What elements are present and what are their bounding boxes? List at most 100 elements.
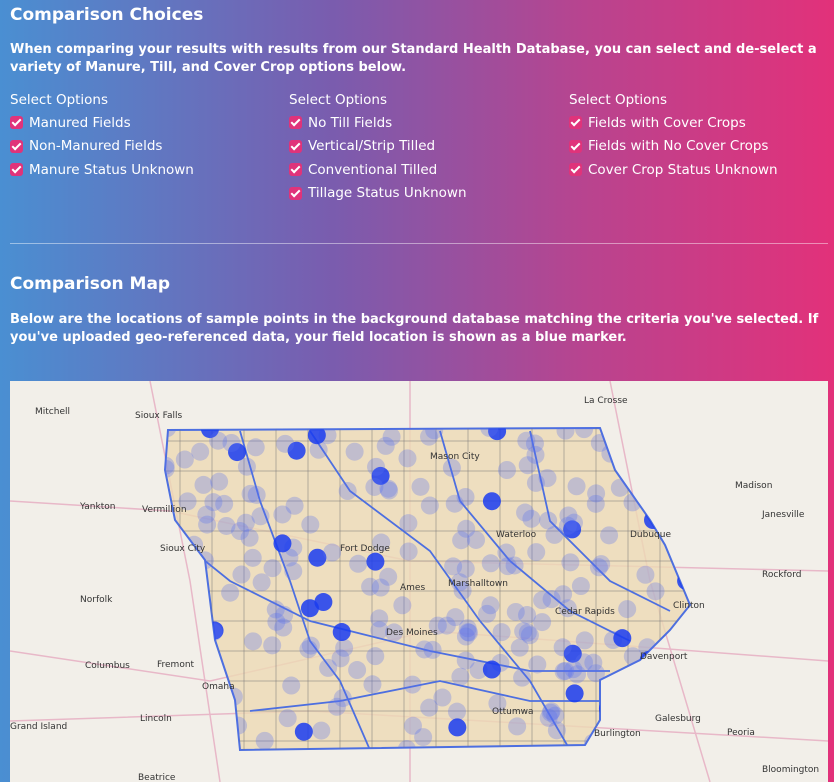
sample-point [460,623,479,642]
sample-point [518,623,537,642]
sample-point [255,731,274,750]
sample-point [425,428,444,440]
sample-point [567,477,586,496]
sample-point [275,605,294,624]
sample-point [294,722,313,741]
sample-point [319,658,338,677]
sample-point [243,548,262,567]
sample-point [482,492,501,511]
sample-point [194,475,213,494]
checkbox[interactable] [569,139,582,153]
sample-point [376,436,395,455]
checkbox[interactable] [569,163,582,177]
sample-point [565,684,584,703]
checkbox[interactable] [569,116,582,130]
option[interactable]: Fields with Cover Crops [569,111,778,135]
sample-point [518,456,537,475]
sample-point [403,675,422,694]
sample-point [575,428,594,439]
sample-point [414,728,433,747]
checkbox[interactable] [289,163,302,177]
section-title: Comparison Map [10,274,171,294]
sample-point [349,554,368,573]
checkbox[interactable] [289,186,302,200]
option-label: Manure Status Unknown [29,161,194,178]
sample-point [301,515,320,534]
sample-point [558,516,577,535]
place-label: Marshalltown [448,579,508,589]
place-label: Beatrice [138,773,176,782]
sample-point [366,647,385,666]
sample-point [514,622,533,641]
checkbox[interactable] [10,163,23,177]
sample-point [559,506,578,525]
sample-point [520,626,539,645]
sample-point [533,613,552,632]
sample-point [314,593,333,612]
place-label: Cedar Rapids [555,607,615,617]
sample-point [445,494,464,513]
sample-point [516,503,535,522]
sample-point [222,433,241,452]
sample-point [367,457,386,476]
sample-point [452,531,471,550]
place-label: Des Moines [386,628,438,638]
place-labels: Mitchell Sioux Falls La Crosse Mason City Ma… [10,396,819,782]
sample-point [558,599,577,618]
place-label: Dubuque [630,530,671,540]
place-label: Sioux Falls [135,411,182,421]
sample-point [467,530,486,549]
sample-point [300,599,319,618]
sample-point [323,543,342,562]
sample-point [221,583,240,602]
sample-point [273,534,292,553]
sample-point [361,577,380,596]
place-label: Omaha [202,682,235,692]
checkbox[interactable] [289,116,302,130]
sample-point [469,661,488,680]
sample-point [636,565,655,584]
sample-point [285,496,304,515]
sample-point [498,557,517,576]
sample-point [382,428,401,446]
place-label: Ames [400,583,425,593]
section-title: Comparison Choices [10,5,204,25]
option[interactable]: Cover Crop Status Unknown [569,158,778,182]
sample-point [513,668,532,687]
place-label: Grand Island [10,722,67,732]
sample-point [488,694,507,713]
sample-point [237,457,256,476]
sample-point [399,514,418,533]
option[interactable]: Manure Status Unknown [10,158,194,182]
sample-point [415,640,434,659]
option[interactable]: Non-Manured Fields [10,135,194,159]
option[interactable]: No Till Fields [289,111,467,135]
option[interactable]: Manured Fields [10,111,194,135]
checkbox[interactable] [289,139,302,153]
sample-point [191,442,210,461]
sample-point [365,477,384,496]
place-label: Waterloo [496,530,537,540]
place-label: Clinton [673,601,705,611]
option[interactable]: Conventional Tilled [289,158,467,182]
sample-point [542,590,561,609]
checkbox[interactable] [10,139,23,153]
sample-point [263,636,282,655]
sample-point [287,441,306,460]
option-column: Select Options Fields with Cover Crops Fie… [569,92,778,182]
sample-point [437,616,456,635]
option[interactable]: Vertical/Strip Tilled [289,135,467,159]
option-label: Conventional Tilled [308,161,438,178]
sample-point [447,702,466,721]
sample-point [278,709,297,728]
sample-point [492,623,511,642]
sample-point [508,717,527,736]
option[interactable]: Fields with No Cover Crops [569,135,778,159]
sample-point [505,556,524,575]
sample-point [497,461,516,480]
option[interactable]: Tillage Status Unknown [289,182,467,206]
map[interactable]: Mitchell Sioux Falls La Crosse Mason City Ma… [10,381,828,782]
sample-point [420,428,439,446]
place-label: Peoria [727,728,755,738]
checkbox[interactable] [10,116,23,130]
